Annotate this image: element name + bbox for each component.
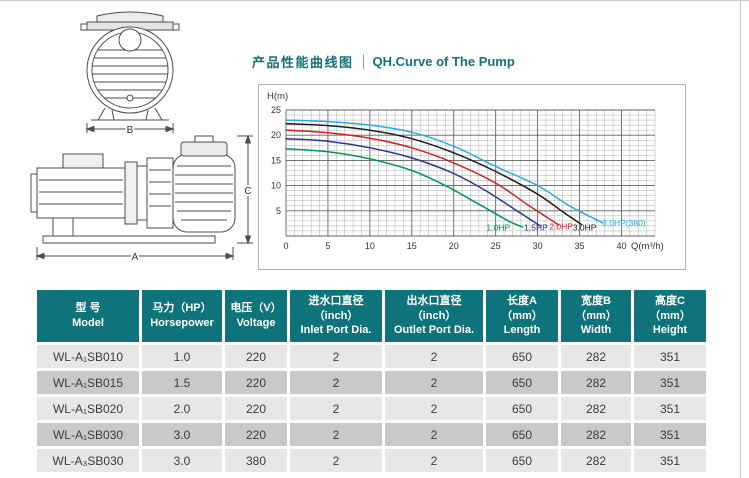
x-tick-label: 10 bbox=[365, 241, 375, 251]
cell-width: 282 bbox=[561, 449, 631, 472]
x-tick-label: 25 bbox=[491, 241, 501, 251]
spec-table: 型 号 Model 马力（HP） Horsepower 电压（V） Voltage 进水口直… bbox=[34, 287, 709, 475]
y-tick-label: 25 bbox=[271, 105, 281, 115]
table-header-cell-outlet: 出水口直径 （inch） Outlet Port Dia. bbox=[385, 290, 483, 342]
cell-outlet: 2 bbox=[385, 345, 483, 368]
cell-voltage: 220 bbox=[225, 397, 287, 420]
pump-side-view-drawing: A C bbox=[30, 134, 254, 265]
table-header-cell-length: 长度A （mm） Length bbox=[486, 290, 558, 342]
cell-outlet: 2 bbox=[385, 397, 483, 420]
x-tick-label: 15 bbox=[407, 241, 417, 251]
table-header-cell-width: 宽度B （mm） Width bbox=[561, 290, 631, 342]
y-tick-label: 5 bbox=[276, 206, 281, 216]
cell-height: 351 bbox=[634, 449, 706, 472]
page-top-border bbox=[0, 0, 749, 1]
x-tick-label: 35 bbox=[575, 241, 585, 251]
cell-inlet: 2 bbox=[290, 371, 382, 394]
y-tick-label: 20 bbox=[271, 130, 281, 140]
x-tick-label: 20 bbox=[449, 241, 459, 251]
cell-horsepower: 2.0 bbox=[142, 397, 222, 420]
cell-horsepower: 3.0 bbox=[142, 449, 222, 472]
cell-width: 282 bbox=[561, 345, 631, 368]
cell-voltage: 380 bbox=[225, 449, 287, 472]
curve-3.0HP bbox=[285, 122, 582, 226]
legend-label: 1.0HP bbox=[486, 222, 510, 232]
curve-2.0HP bbox=[285, 129, 560, 226]
section-title-zh: 产品性能曲线图 bbox=[252, 55, 354, 70]
y-axis-label: H(m) bbox=[267, 91, 288, 102]
cell-horsepower: 1.5 bbox=[142, 371, 222, 394]
cell-model: WL-A₁SB015 bbox=[37, 371, 139, 394]
cell-model: WL-A₁SB010 bbox=[37, 345, 139, 368]
y-tick-label: 15 bbox=[271, 155, 281, 165]
x-tick-label: 40 bbox=[616, 241, 626, 251]
pump-drawings: B bbox=[30, 11, 254, 265]
table-header-cell-horsepower: 马力（HP） Horsepower bbox=[142, 290, 222, 342]
curve-3.0HP(380) bbox=[285, 119, 604, 224]
cell-horsepower: 1.0 bbox=[142, 345, 222, 368]
cell-model: WL-A₁SB030 bbox=[37, 423, 139, 446]
cell-inlet: 2 bbox=[290, 397, 382, 420]
cell-voltage: 220 bbox=[225, 345, 287, 368]
cell-voltage: 220 bbox=[225, 423, 287, 446]
table-row: WL-A₁SB020 2.0 220 2 2 650 282 351 bbox=[37, 397, 706, 420]
legend-label: 3.0HP(380) bbox=[602, 218, 646, 228]
table-header-cell-model: 型 号 Model bbox=[37, 290, 139, 342]
dim-a-label: A bbox=[132, 252, 139, 263]
section-title-en: QH.Curve of The Pump bbox=[372, 54, 515, 69]
cell-inlet: 2 bbox=[290, 345, 382, 368]
legend-label: 1.5HP bbox=[524, 222, 548, 232]
y-tick-label: 10 bbox=[271, 181, 281, 191]
cell-height: 351 bbox=[634, 345, 706, 368]
table-row: WL-A₁SB030 3.0 220 2 2 650 282 351 bbox=[37, 423, 706, 446]
qh-curve-chart: H(m) 5 10 15 20 25 0 5 10 15 20 25 30 35 40 Q(m³/h) 1.0H… bbox=[267, 91, 664, 252]
cell-outlet: 2 bbox=[385, 371, 483, 394]
x-axis-label: Q(m³/h) bbox=[631, 241, 664, 252]
cell-horsepower: 3.0 bbox=[142, 423, 222, 446]
dim-b-label: B bbox=[127, 125, 134, 136]
table-header-cell-height: 高度C （mm） Height bbox=[634, 290, 706, 342]
section-title: 产品性能曲线图 QH.Curve of The Pump bbox=[252, 52, 515, 71]
legend-label: 3.0HP bbox=[573, 222, 597, 232]
legend-label: 2.0HP bbox=[549, 221, 573, 231]
table-row: WL-A₁SB015 1.5 220 2 2 650 282 351 bbox=[37, 371, 706, 394]
table-header-cell-voltage: 电压（V） Voltage bbox=[225, 290, 287, 342]
page-right-border bbox=[740, 0, 741, 478]
curve-1.5HP bbox=[285, 137, 541, 227]
cell-length: 650 bbox=[486, 449, 558, 472]
cell-length: 650 bbox=[486, 345, 558, 368]
table-row: WL-A₁SB010 1.0 220 2 2 650 282 351 bbox=[37, 345, 706, 368]
cell-inlet: 2 bbox=[290, 423, 382, 446]
x-tick-label: 0 bbox=[283, 241, 288, 251]
cell-model: WL-A₁SB020 bbox=[37, 397, 139, 420]
cell-voltage: 220 bbox=[225, 371, 287, 394]
cell-width: 282 bbox=[561, 397, 631, 420]
cell-width: 282 bbox=[561, 371, 631, 394]
x-tick-label: 5 bbox=[325, 241, 330, 251]
cell-height: 351 bbox=[634, 371, 706, 394]
curve-1.0HP bbox=[285, 148, 524, 228]
x-tick-label: 30 bbox=[533, 241, 543, 251]
cell-outlet: 2 bbox=[385, 423, 483, 446]
dim-c-label: C bbox=[244, 186, 251, 197]
cell-height: 351 bbox=[634, 397, 706, 420]
cell-model: WL-A₃SB030 bbox=[37, 449, 139, 472]
cell-length: 650 bbox=[486, 423, 558, 446]
cell-height: 351 bbox=[634, 423, 706, 446]
cell-length: 650 bbox=[486, 371, 558, 394]
cell-inlet: 2 bbox=[290, 449, 382, 472]
pump-front-view-drawing: B bbox=[80, 11, 180, 138]
table-row: WL-A₃SB030 3.0 380 2 2 650 282 351 bbox=[37, 449, 706, 472]
spec-table-wrap: 型 号 Model 马力（HP） Horsepower 电压（V） Voltage 进水口直… bbox=[34, 287, 709, 475]
table-header-row: 型 号 Model 马力（HP） Horsepower 电压（V） Voltage 进水口直… bbox=[37, 290, 706, 342]
cell-outlet: 2 bbox=[385, 449, 483, 472]
title-divider bbox=[362, 54, 364, 69]
cell-length: 650 bbox=[486, 397, 558, 420]
table-header-cell-inlet: 进水口直径 （inch） Inlet Port Dia. bbox=[290, 290, 382, 342]
qh-curve-chart-box: H(m) 5 10 15 20 25 0 5 10 15 20 25 30 35 40 Q(m³/h) 1.0H… bbox=[258, 84, 686, 270]
cell-width: 282 bbox=[561, 423, 631, 446]
